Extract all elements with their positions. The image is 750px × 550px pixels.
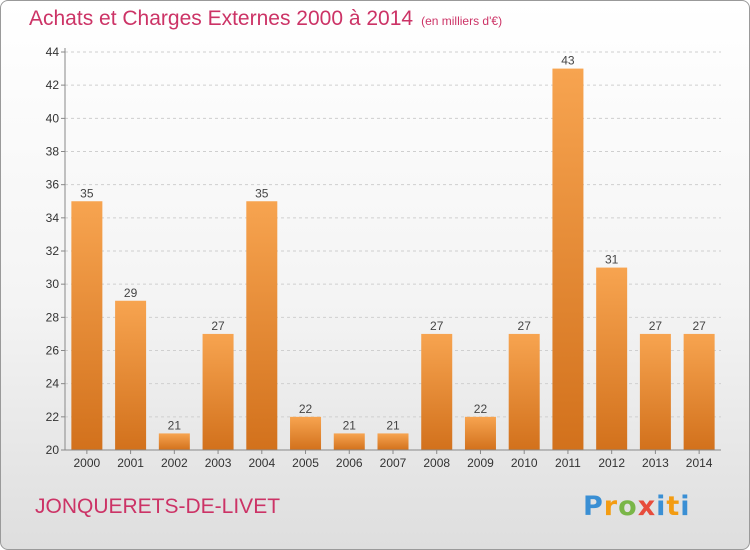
- y-axis-ticks: 20 22 24 26 28 30 32 34 36 38 40 42 44: [46, 45, 65, 457]
- bar: [158, 433, 190, 450]
- y-tick-label: 40: [46, 111, 60, 125]
- bar-value-label: 43: [561, 54, 575, 68]
- bar: [71, 201, 103, 450]
- bar: [683, 333, 715, 450]
- bar: [202, 333, 234, 450]
- y-tick-label: 28: [46, 310, 60, 324]
- x-tick-label: 2004: [248, 456, 275, 470]
- bar-value-label: 22: [474, 402, 488, 416]
- bar: [639, 333, 671, 450]
- bar: [596, 267, 628, 450]
- x-tick-label: 2006: [336, 456, 363, 470]
- bar: [246, 201, 278, 450]
- bar-value-label: 35: [255, 186, 269, 200]
- chart-subtitle: (en milliers d'€): [421, 14, 503, 28]
- x-tick-label: 2003: [205, 456, 232, 470]
- y-tick-label: 42: [46, 78, 60, 92]
- bar: [508, 333, 540, 450]
- bar: [552, 68, 584, 450]
- town-name: JONQUERETS-DE-LIVET: [35, 495, 281, 518]
- bar-value-label: 27: [692, 319, 706, 333]
- chart-title: Achats et Charges Externes 2000 à 2014: [29, 7, 414, 30]
- x-tick-label: 2013: [642, 456, 669, 470]
- bar-value-label: 27: [211, 319, 225, 333]
- bar: [115, 300, 147, 450]
- bars: [71, 68, 715, 450]
- y-tick-label: 20: [46, 443, 60, 457]
- x-tick-label: 2000: [74, 456, 101, 470]
- x-tick-label: 2007: [380, 456, 407, 470]
- bar: [377, 433, 409, 450]
- x-tick-label: 2002: [161, 456, 188, 470]
- bar: [421, 333, 453, 450]
- x-tick-label: 2005: [292, 456, 319, 470]
- bar-value-label: 35: [80, 186, 94, 200]
- bar-value-label: 21: [343, 418, 357, 432]
- x-tick-label: 2014: [686, 456, 713, 470]
- y-tick-label: 44: [46, 45, 60, 59]
- bar: [464, 416, 496, 450]
- axes: [64, 48, 721, 451]
- y-tick-label: 38: [46, 145, 60, 159]
- y-tick-label: 26: [46, 344, 60, 358]
- bar-value-label: 31: [605, 253, 619, 267]
- bar-value-label: 21: [386, 418, 400, 432]
- bar-value-label: 27: [430, 319, 444, 333]
- y-tick-label: 24: [46, 377, 60, 391]
- bar-value-label: 29: [124, 286, 138, 300]
- bar-value-label: 22: [299, 402, 313, 416]
- y-tick-label: 34: [46, 211, 60, 225]
- x-tick-label: 2009: [467, 456, 494, 470]
- bar: [290, 416, 322, 450]
- bar-value-label: 21: [168, 418, 182, 432]
- data-labels: 35 29 21 27 35 22 21 21 27 22 27 43 31 27 27: [80, 54, 706, 433]
- title-row: Achats et Charges Externes 2000 à 2014 (e…: [29, 7, 502, 31]
- y-tick-label: 30: [46, 277, 60, 291]
- y-tick-label: 36: [46, 178, 60, 192]
- x-tick-label: 2012: [598, 456, 625, 470]
- x-tick-label: 2008: [423, 456, 450, 470]
- proxiti-logo[interactable]: Proxiti: [583, 491, 691, 522]
- y-tick-label: 22: [46, 410, 60, 424]
- y-tick-label: 32: [46, 244, 60, 258]
- x-tick-label: 2011: [555, 456, 581, 470]
- bar-value-label: 27: [649, 319, 663, 333]
- bar: [333, 433, 365, 450]
- x-axis-ticks: 2000 2001 2002 2003 2004 2005 2006 2007 2008 2009…: [74, 450, 713, 470]
- x-tick-label: 2010: [511, 456, 538, 470]
- x-tick-label: 2001: [117, 456, 144, 470]
- bar-value-label: 27: [518, 319, 532, 333]
